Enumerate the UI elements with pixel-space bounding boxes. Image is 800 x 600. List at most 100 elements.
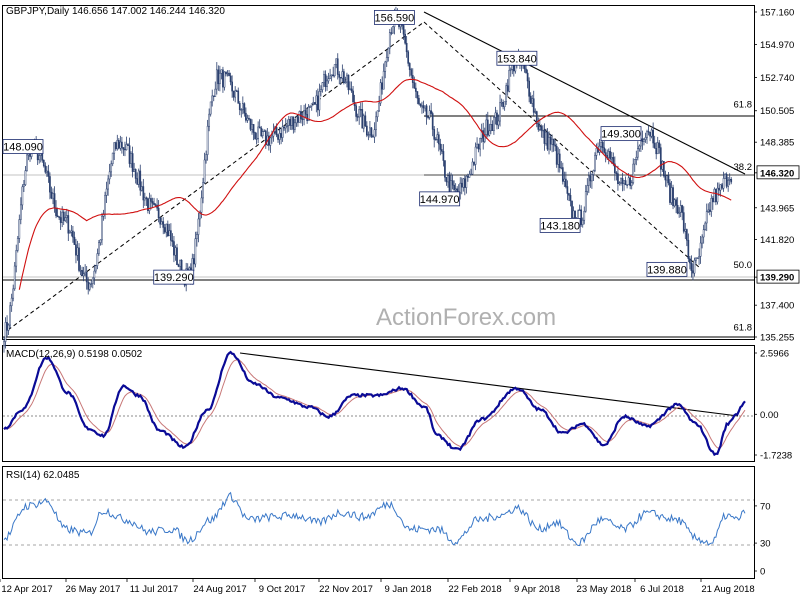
candle — [503, 101, 506, 111]
y-tick-label: 137.400 — [760, 301, 794, 312]
watermark: ActionForex.com — [376, 304, 556, 331]
candle — [494, 106, 497, 125]
candle — [447, 172, 449, 188]
candle — [107, 175, 109, 196]
candle — [91, 277, 94, 289]
svg-text:139.290: 139.290 — [760, 273, 794, 284]
candle — [678, 207, 681, 218]
candle — [280, 127, 282, 145]
x-tick-label: 9 Apr 2018 — [514, 584, 560, 595]
candle — [326, 75, 328, 91]
price-label: 153.840 — [496, 50, 538, 66]
candle — [228, 69, 230, 77]
candle — [480, 123, 483, 143]
candle — [568, 192, 570, 201]
candle — [292, 116, 295, 134]
chart-labels: 156.590 153.840 149.300 148.090 144.970 143.1… — [2, 10, 752, 333]
candle — [346, 72, 348, 88]
candle — [689, 256, 691, 270]
candle — [309, 105, 312, 108]
candle — [286, 119, 289, 133]
candle — [502, 99, 504, 110]
candle — [258, 119, 261, 129]
candle — [130, 151, 132, 168]
candle — [202, 177, 204, 204]
candle — [142, 178, 145, 209]
candle — [70, 224, 73, 237]
downtrend-channel-line — [423, 21, 701, 269]
candle — [413, 76, 416, 89]
candle — [336, 53, 339, 80]
candle — [301, 112, 304, 127]
candle — [260, 125, 263, 138]
candle — [338, 71, 341, 85]
candle — [583, 206, 586, 225]
candle — [718, 182, 720, 196]
candle — [477, 143, 480, 153]
candle — [310, 103, 313, 111]
candle — [240, 108, 243, 118]
candle — [630, 180, 633, 190]
candle — [462, 178, 465, 192]
x-tick-label: 24 Aug 2017 — [193, 584, 246, 595]
price-label: 139.290 — [153, 269, 195, 285]
candle — [390, 27, 393, 36]
candle — [323, 70, 325, 87]
candle — [493, 115, 495, 135]
candle — [609, 147, 612, 162]
candle — [347, 74, 350, 95]
candle — [341, 64, 344, 82]
candle — [486, 111, 489, 138]
candle — [306, 106, 308, 124]
candle — [315, 90, 318, 113]
candle — [231, 75, 233, 98]
candle — [407, 50, 410, 67]
candle — [264, 129, 267, 149]
candle — [225, 71, 227, 77]
candle — [359, 102, 362, 118]
x-tick-label: 23 May 2018 — [577, 584, 632, 595]
candle — [529, 92, 532, 104]
candle — [422, 100, 425, 114]
candle — [317, 88, 319, 117]
candle — [251, 119, 253, 135]
candle — [468, 170, 471, 178]
candle — [603, 140, 605, 154]
candle — [255, 132, 258, 145]
candle — [261, 128, 264, 139]
candle — [672, 184, 674, 210]
price-label: 148.090 — [2, 139, 44, 154]
candle — [223, 71, 226, 91]
candle — [79, 265, 82, 276]
candle — [206, 119, 209, 161]
candle — [474, 142, 477, 171]
candle — [620, 177, 622, 186]
svg-text:144.970: 144.970 — [420, 194, 460, 206]
candle — [148, 192, 151, 215]
candle — [117, 138, 120, 150]
candle — [638, 144, 641, 152]
y-tick-label: 0.00 — [760, 410, 779, 421]
candle — [217, 65, 220, 91]
candle — [656, 136, 659, 155]
candle — [658, 140, 661, 154]
candle — [116, 134, 119, 151]
x-tick-label: 9 Jan 2018 — [384, 584, 431, 595]
candle — [177, 263, 180, 268]
candle — [211, 89, 214, 107]
candle — [629, 174, 632, 190]
candle — [490, 116, 492, 135]
candle — [715, 188, 717, 206]
candle — [711, 196, 714, 210]
candle — [87, 277, 90, 295]
y-tick-label: 143.965 — [760, 203, 794, 214]
candle — [369, 121, 371, 138]
candle — [459, 177, 462, 200]
candle — [730, 177, 733, 185]
candle — [532, 90, 535, 116]
candle — [725, 172, 728, 189]
candle — [356, 113, 359, 122]
candle — [153, 197, 155, 206]
candle — [528, 77, 530, 103]
candle — [111, 152, 114, 167]
